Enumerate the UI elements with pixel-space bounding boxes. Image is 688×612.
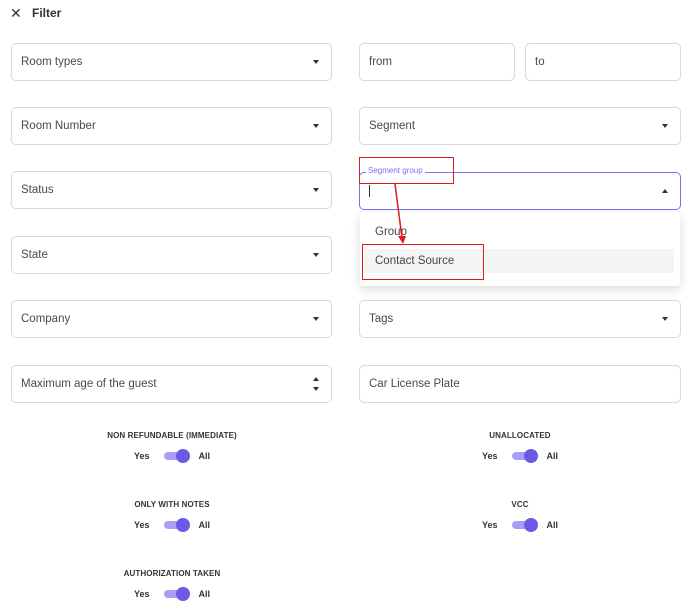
toggle-only-with-notes: ONLY WITH NOTES Yes All bbox=[72, 499, 272, 532]
car-license-plate-label: Car License Plate bbox=[369, 378, 460, 390]
status-select[interactable]: Status bbox=[11, 171, 332, 209]
text-cursor bbox=[369, 185, 370, 197]
max-age-input[interactable]: Maximum age of the guest bbox=[11, 365, 332, 403]
toggle-switch[interactable] bbox=[163, 587, 190, 601]
toggle-switch[interactable] bbox=[163, 449, 190, 463]
tags-select[interactable]: Tags bbox=[359, 300, 681, 338]
toggle-vcc: VCC Yes All bbox=[420, 499, 620, 532]
toggle-all-label: All bbox=[198, 589, 211, 599]
segment-group-select[interactable] bbox=[359, 172, 681, 210]
state-select[interactable]: State bbox=[11, 236, 332, 274]
car-license-plate-input[interactable]: Car License Plate bbox=[359, 365, 681, 403]
toggle-yes-label: Yes bbox=[133, 520, 150, 530]
dropdown-option-group[interactable]: Group bbox=[375, 226, 407, 238]
chevron-down-icon bbox=[313, 253, 319, 257]
toggle-title: UNALLOCATED bbox=[489, 431, 551, 440]
toggle-title: NON REFUNDABLE (IMMEDIATE) bbox=[107, 431, 237, 440]
chevron-down-icon bbox=[662, 317, 668, 321]
max-age-label: Maximum age of the guest bbox=[21, 378, 157, 390]
company-label: Company bbox=[21, 313, 71, 325]
dropdown-option-contact-source[interactable]: Contact Source bbox=[364, 249, 674, 273]
toggle-unallocated: UNALLOCATED Yes All bbox=[420, 430, 620, 463]
chevron-down-icon bbox=[313, 317, 319, 321]
segment-group-label: Segment group bbox=[366, 166, 425, 175]
from-input[interactable]: from bbox=[359, 43, 515, 81]
toggle-yes-label: Yes bbox=[481, 520, 498, 530]
segment-group-dropdown: Group Contact Source bbox=[360, 212, 680, 286]
page-title: Filter bbox=[32, 6, 62, 20]
segment-label: Segment bbox=[369, 120, 416, 132]
from-placeholder: from bbox=[369, 56, 392, 68]
filter-header: ✕ Filter bbox=[10, 5, 61, 21]
toggle-switch[interactable] bbox=[511, 518, 538, 532]
chevron-down-icon bbox=[313, 124, 319, 128]
chevron-down-icon bbox=[313, 188, 319, 192]
status-label: Status bbox=[21, 184, 54, 196]
segment-select[interactable]: Segment bbox=[359, 107, 681, 145]
toggle-all-label: All bbox=[546, 520, 559, 530]
number-spinner-icon[interactable] bbox=[313, 377, 320, 391]
room-number-select[interactable]: Room Number bbox=[11, 107, 332, 145]
room-types-label: Room types bbox=[21, 56, 83, 68]
toggle-yes-label: Yes bbox=[133, 589, 150, 599]
chevron-up-icon bbox=[662, 189, 668, 193]
toggle-yes-label: Yes bbox=[133, 451, 150, 461]
room-types-select[interactable]: Room types bbox=[11, 43, 332, 81]
to-placeholder: to bbox=[535, 56, 545, 68]
tags-label: Tags bbox=[369, 313, 394, 325]
toggle-title: AUTHORIZATION TAKEN bbox=[123, 569, 221, 578]
to-input[interactable]: to bbox=[525, 43, 681, 81]
toggle-title: ONLY WITH NOTES bbox=[134, 500, 210, 509]
state-label: State bbox=[21, 249, 48, 261]
toggle-all-label: All bbox=[198, 451, 211, 461]
close-icon[interactable]: ✕ bbox=[10, 5, 22, 21]
chevron-down-icon bbox=[662, 124, 668, 128]
chevron-down-icon bbox=[313, 60, 319, 64]
toggle-authorization-taken: AUTHORIZATION TAKEN Yes All bbox=[72, 568, 272, 601]
toggle-title: VCC bbox=[511, 500, 529, 509]
toggle-non-refundable: NON REFUNDABLE (IMMEDIATE) Yes All bbox=[72, 430, 272, 463]
company-select[interactable]: Company bbox=[11, 300, 332, 338]
toggle-all-label: All bbox=[198, 520, 211, 530]
toggle-switch[interactable] bbox=[511, 449, 538, 463]
toggle-yes-label: Yes bbox=[481, 451, 498, 461]
toggle-switch[interactable] bbox=[163, 518, 190, 532]
room-number-label: Room Number bbox=[21, 120, 96, 132]
toggle-all-label: All bbox=[546, 451, 559, 461]
